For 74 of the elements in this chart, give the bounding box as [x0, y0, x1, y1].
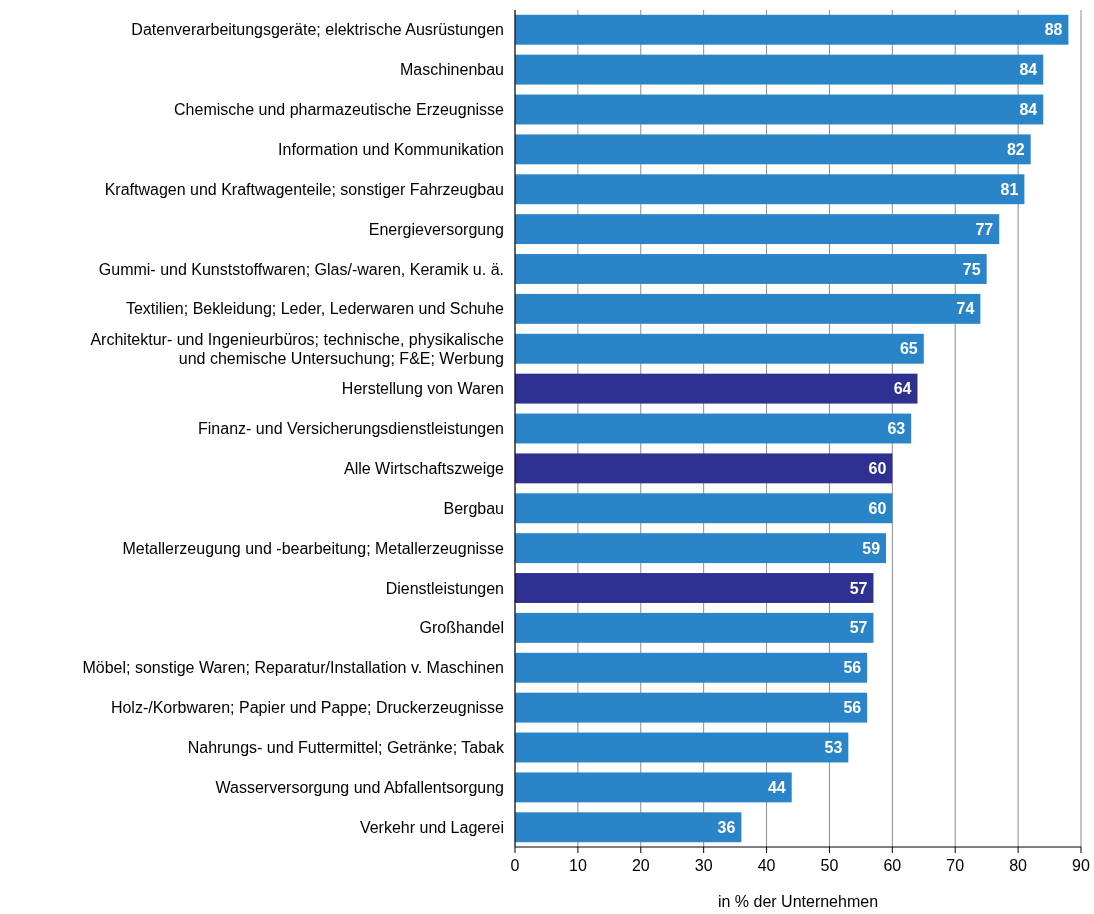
y-tick-label: Maschinenbau: [399, 61, 504, 79]
y-tick-label: Architektur- und Ingenieurbüros; technische, physikalische und chemische Untersuchung; F&E; Werbung: [90, 330, 505, 367]
y-tick-label: Wasserversorgung und Abfallentsorgung: [215, 778, 504, 796]
bar: [515, 453, 893, 484]
data-label: 81: [1000, 180, 1019, 198]
y-tick-label: Nahrungs- und Futtermittel; Getränke; Tabak: [187, 739, 505, 757]
bar: [515, 94, 1044, 125]
bar: [515, 14, 1069, 45]
data-label: 82: [1006, 140, 1025, 158]
data-label: 63: [887, 420, 906, 438]
y-tick-label: Energieversorgung: [368, 220, 504, 238]
x-axis-title: in % der Unternehmen: [717, 893, 879, 910]
x-tick-label: 60: [883, 857, 902, 874]
data-label: 65: [899, 340, 918, 358]
y-tick-label: Textilien; Bekleidung; Leder, Lederwaren und Schuhe: [125, 300, 505, 318]
data-label: 59: [862, 539, 881, 557]
data-label: 60: [868, 499, 887, 517]
bar: [515, 493, 893, 524]
y-tick-label: Möbel; sonstige Waren; Reparatur/Installation v. Maschinen: [82, 659, 504, 677]
bar: [515, 692, 868, 723]
data-label: 53: [824, 739, 843, 757]
y-tick-label: Information und Kommunikation: [278, 140, 504, 158]
data-label: 57: [849, 579, 868, 597]
bar: [515, 652, 868, 683]
data-label: 84: [1019, 61, 1038, 79]
y-tick-label: Alle Wirtschaftszweige: [343, 459, 505, 477]
bar: [515, 214, 1000, 245]
data-label: 60: [868, 459, 887, 477]
bar: [515, 413, 912, 444]
data-label: 64: [893, 380, 912, 398]
x-tick-label: 20: [631, 857, 650, 874]
bar: [515, 373, 918, 404]
data-label: 57: [849, 619, 868, 637]
y-tick-label: Chemische und pharmazeutische Erzeugnisse: [174, 101, 505, 119]
x-tick-label: 10: [568, 857, 587, 874]
data-label: 36: [717, 818, 736, 836]
y-tick-label: Herstellung von Waren: [341, 380, 504, 398]
data-label: 77: [975, 220, 994, 238]
bar: [515, 812, 742, 843]
bar: [515, 254, 987, 284]
y-tick-label: Datenverarbeitungsgeräte; elektrische Ausrüstungen: [131, 21, 504, 39]
data-label: 88: [1044, 21, 1063, 39]
x-tick-label: 80: [1009, 857, 1028, 874]
y-tick-label: Bergbau: [443, 499, 504, 517]
bar: [515, 533, 887, 564]
bar: [515, 573, 874, 603]
data-label: 84: [1019, 101, 1038, 119]
data-label: 56: [843, 659, 862, 677]
y-tick-label: Holz-/Korbwaren; Papier und Pappe; Druckerzeugnisse: [110, 699, 505, 717]
x-tick-label: 70: [946, 857, 965, 874]
y-tick-label: Finanz- und Versicherungsdienstleistungen: [198, 420, 504, 438]
data-label: 74: [956, 300, 975, 318]
x-tick-label: 50: [820, 857, 839, 874]
bar: [515, 772, 792, 803]
x-tick-label: 0: [510, 857, 520, 874]
bar: [515, 732, 849, 763]
data-label: 75: [962, 260, 981, 278]
x-tick-label: 90: [1072, 857, 1090, 874]
x-tick-label: 40: [757, 857, 776, 874]
bar: [515, 293, 981, 324]
bar: [515, 134, 1031, 165]
y-tick-label: Großhandel: [419, 619, 504, 637]
data-label: 56: [843, 699, 862, 717]
y-tick-label: Gummi- und Kunststoffwaren; Glas/-waren, Keramik u. ä.: [98, 260, 504, 278]
bar: [515, 54, 1044, 85]
y-tick-label: Metallerzeugung und -bearbeitung; Metallerzeugnisse: [122, 539, 505, 557]
bar: [515, 174, 1025, 205]
y-tick-label: Kraftwagen und Kraftwagenteile; sonstiger Fahrzeugbau: [104, 180, 504, 198]
y-tick-label: Verkehr und Lagerei: [359, 818, 504, 836]
x-tick-label: 30: [694, 857, 713, 874]
data-label: 44: [767, 778, 786, 796]
bar: [515, 333, 924, 364]
bar: [515, 612, 874, 643]
y-tick-label: Dienstleistungen: [385, 579, 504, 597]
